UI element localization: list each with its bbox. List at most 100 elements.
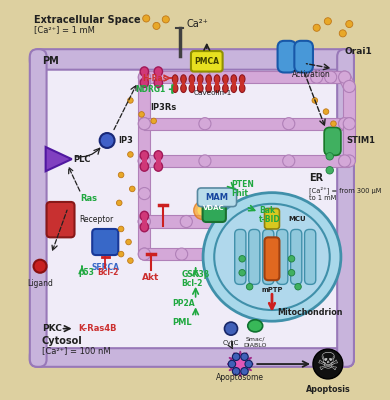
Text: Bcl-2: Bcl-2 (182, 280, 203, 288)
Ellipse shape (248, 320, 262, 332)
Circle shape (153, 22, 160, 30)
Polygon shape (205, 71, 317, 83)
Circle shape (143, 15, 150, 22)
Circle shape (138, 118, 151, 130)
Ellipse shape (214, 204, 330, 310)
Polygon shape (144, 248, 182, 260)
Ellipse shape (206, 75, 211, 83)
Circle shape (245, 360, 252, 368)
Polygon shape (317, 71, 331, 83)
FancyBboxPatch shape (264, 208, 279, 229)
Circle shape (331, 121, 336, 126)
Text: DIABLO: DIABLO (243, 343, 267, 348)
Circle shape (343, 155, 355, 167)
Circle shape (295, 284, 301, 290)
Circle shape (339, 71, 351, 83)
Ellipse shape (181, 75, 186, 83)
Circle shape (324, 18, 331, 25)
Text: t-BID: t-BID (259, 215, 281, 224)
Polygon shape (144, 216, 186, 228)
Circle shape (138, 188, 151, 200)
Bar (142, 72, 147, 83)
Circle shape (138, 118, 151, 130)
Text: VDAC: VDAC (204, 204, 225, 210)
Bar (156, 72, 161, 83)
Polygon shape (331, 71, 345, 83)
Ellipse shape (197, 84, 203, 92)
Bar (190, 79, 194, 88)
Polygon shape (46, 147, 72, 171)
Circle shape (162, 16, 169, 23)
Circle shape (128, 258, 133, 264)
Ellipse shape (223, 84, 228, 92)
Circle shape (241, 353, 248, 360)
Circle shape (151, 118, 156, 124)
Circle shape (283, 155, 295, 167)
FancyBboxPatch shape (30, 49, 354, 70)
Circle shape (310, 71, 323, 83)
Circle shape (138, 248, 151, 260)
Circle shape (228, 360, 236, 368)
Text: PLC: PLC (74, 155, 91, 164)
Text: Ligand: Ligand (27, 279, 53, 288)
Polygon shape (138, 124, 151, 161)
Ellipse shape (140, 162, 149, 171)
Circle shape (139, 112, 144, 117)
Circle shape (138, 71, 151, 83)
Circle shape (288, 256, 295, 262)
Polygon shape (339, 74, 355, 89)
Circle shape (339, 118, 351, 130)
Circle shape (128, 98, 133, 103)
Bar (142, 216, 147, 227)
FancyBboxPatch shape (291, 230, 302, 284)
Ellipse shape (214, 75, 220, 83)
Ellipse shape (172, 75, 178, 83)
FancyBboxPatch shape (324, 128, 341, 155)
Bar (173, 79, 177, 88)
FancyBboxPatch shape (92, 229, 118, 255)
Text: mPTP: mPTP (261, 287, 283, 293)
Circle shape (232, 368, 240, 375)
Text: p53: p53 (78, 268, 94, 277)
Polygon shape (138, 77, 151, 124)
Ellipse shape (239, 75, 245, 83)
Ellipse shape (203, 193, 341, 321)
Circle shape (239, 256, 245, 262)
Circle shape (138, 248, 151, 260)
Bar (156, 155, 161, 166)
Text: Cytosol: Cytosol (42, 336, 83, 346)
Text: Apoptosome: Apoptosome (216, 372, 264, 382)
Text: PML: PML (172, 318, 192, 327)
Circle shape (117, 200, 122, 206)
Text: Bcl-2: Bcl-2 (97, 268, 118, 277)
Circle shape (324, 71, 337, 83)
Circle shape (199, 118, 211, 130)
Ellipse shape (154, 67, 163, 76)
Text: GSK3β: GSK3β (182, 270, 210, 279)
Circle shape (346, 20, 353, 28)
Circle shape (138, 155, 151, 167)
Text: PP2A: PP2A (172, 299, 195, 308)
Circle shape (225, 322, 238, 335)
Polygon shape (138, 161, 151, 194)
Circle shape (138, 216, 151, 228)
Text: SERCA: SERCA (91, 264, 119, 272)
Polygon shape (144, 71, 205, 83)
Circle shape (138, 155, 151, 167)
Polygon shape (205, 118, 289, 130)
Circle shape (138, 216, 151, 228)
Ellipse shape (140, 78, 149, 87)
Polygon shape (289, 118, 345, 130)
Circle shape (323, 109, 329, 114)
Ellipse shape (189, 75, 195, 83)
Circle shape (246, 284, 253, 290)
Circle shape (199, 71, 211, 83)
Bar (215, 79, 219, 88)
Text: IP3Rs: IP3Rs (150, 103, 176, 112)
Circle shape (239, 270, 245, 276)
Text: Receptor: Receptor (79, 215, 113, 224)
Text: Activation: Activation (292, 70, 331, 79)
Text: Caveolin-1: Caveolin-1 (193, 90, 232, 96)
Text: Fhit: Fhit (231, 189, 248, 198)
Polygon shape (345, 155, 349, 167)
